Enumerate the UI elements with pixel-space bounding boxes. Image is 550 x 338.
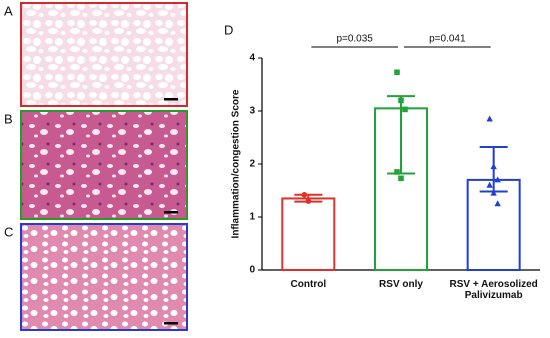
data-point [398,175,404,182]
y-tick-label: 4 [249,53,255,64]
panel-label: D [224,22,233,37]
data-point [490,189,497,196]
data-point [394,169,400,175]
panel-label: C [4,224,13,239]
scale-bar [164,322,178,325]
panel-label: A [4,3,13,18]
histology-panels: A B C [4,2,188,331]
y-tick-label: 0 [249,265,255,276]
y-tick-label: 2 [249,159,255,170]
y-tick-label: 1 [249,212,255,223]
data-point [494,176,501,183]
panel-label: B [4,111,13,126]
data-point [301,191,308,198]
data-point [402,106,408,113]
x-tick-label: RSV only [379,279,423,290]
scale-bar [164,98,178,101]
scale-bar [164,211,178,214]
p-value: p=0.035 [336,34,373,45]
data-point [490,163,497,170]
y-tick-label: 3 [249,106,255,117]
data-point [494,200,501,207]
histology-image [20,223,188,331]
data-point [486,115,493,122]
x-tick-label: Control [291,279,327,290]
p-value: p=0.041 [429,34,466,45]
data-point [398,97,404,104]
bar [281,197,336,271]
histology-image [20,2,188,107]
x-tick-label: RSV + Aerosolized Palivizumab [450,279,538,301]
data-point [305,198,312,204]
histology-image [20,110,188,220]
chart: D Inflammation/congestion Score 0 1 2 3 4 Contr… [224,22,540,301]
y-axis-title: Inflammation/congestion Score [231,89,242,238]
data-point [486,181,493,188]
data-point [394,69,400,76]
